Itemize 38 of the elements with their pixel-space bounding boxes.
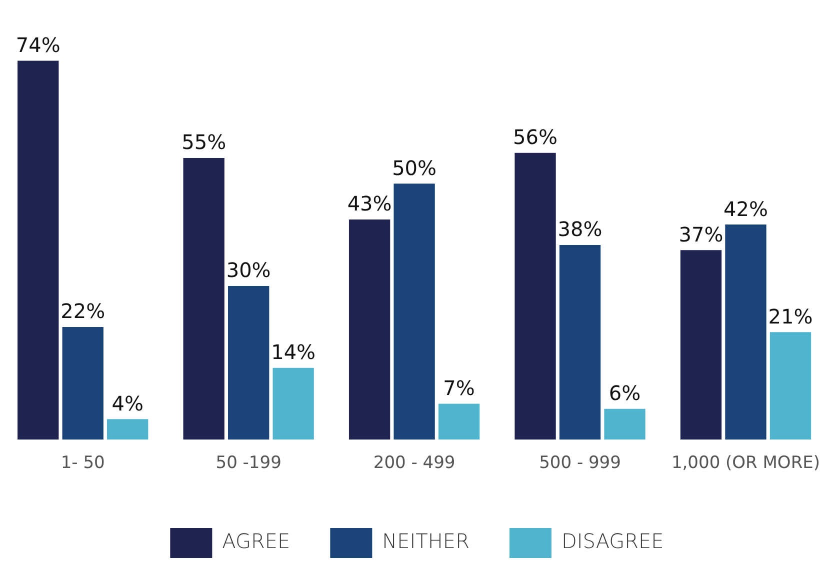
data-label: 55% <box>182 130 226 154</box>
bar <box>438 404 480 440</box>
bar <box>514 152 556 440</box>
data-label: 4% <box>112 391 144 416</box>
data-label: 37% <box>678 222 724 246</box>
data-label: 38% <box>558 217 602 242</box>
data-label: 14% <box>271 340 316 364</box>
x-tick-label: 1- 50 <box>60 453 105 474</box>
bar <box>107 419 148 440</box>
x-tick-label: 500 - 999 <box>539 453 621 474</box>
bar <box>394 184 435 440</box>
data-label: 42% <box>724 196 768 221</box>
bar <box>725 224 766 440</box>
data-label: 56% <box>513 125 558 150</box>
bar <box>604 408 646 440</box>
data-label: 7% <box>443 376 475 400</box>
bar <box>680 250 722 440</box>
data-label: 50% <box>392 156 437 180</box>
x-tick-label: 50 -199 <box>216 453 282 474</box>
data-label: 43% <box>347 192 392 216</box>
legend-label: NEITHER <box>382 529 470 554</box>
bar <box>228 286 270 440</box>
bar <box>348 219 390 440</box>
x-tick-label: 200 - 499 <box>373 453 456 474</box>
bar <box>18 60 59 440</box>
x-tick-label: 1,000 (OR MORE) <box>671 453 820 474</box>
legend-label: AGREE <box>222 529 290 554</box>
bar <box>272 368 314 440</box>
data-label: 21% <box>768 304 813 328</box>
bar <box>559 245 601 440</box>
data-label: 6% <box>608 381 641 406</box>
bar <box>770 332 812 440</box>
data-label: 74% <box>16 32 60 57</box>
legend-label: DISAGREE <box>561 529 664 554</box>
data-label: 22% <box>60 299 106 324</box>
data-label: 30% <box>226 258 271 282</box>
bar <box>183 158 224 440</box>
bar <box>62 326 104 440</box>
